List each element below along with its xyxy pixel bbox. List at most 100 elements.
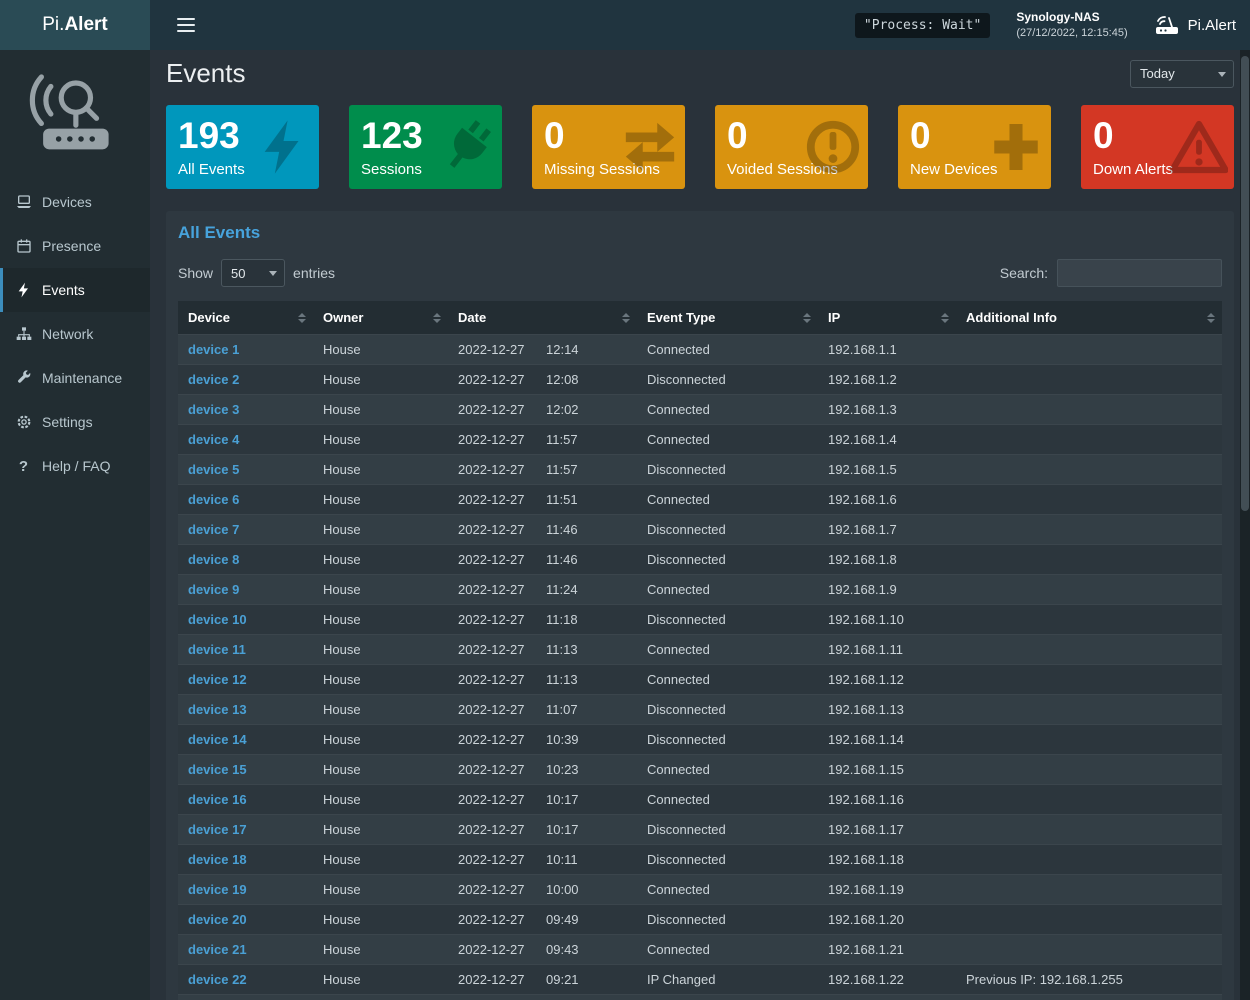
device-link[interactable]: device 12 <box>188 672 247 687</box>
search-input[interactable] <box>1057 259 1222 287</box>
column-header-owner[interactable]: Owner <box>313 301 448 335</box>
device-link[interactable]: device 15 <box>188 762 247 777</box>
owner-cell: House <box>313 364 448 395</box>
device-link[interactable]: device 2 <box>188 372 240 387</box>
card-label: Missing Sessions <box>544 161 660 178</box>
event-type-cell: Disconnected <box>637 364 818 395</box>
events-table-body: device 1 House 2022-12-27 12:14 Connected… <box>178 334 1222 1000</box>
additional-info-cell <box>956 844 1222 875</box>
device-link[interactable]: device 17 <box>188 822 247 837</box>
card-voided-sessions: 0 Voided Sessions <box>715 105 868 189</box>
event-type-cell: Disconnected <box>637 514 818 545</box>
card-label: New Devices <box>910 161 998 178</box>
column-header-event-type[interactable]: Event Type <box>637 301 818 335</box>
event-type-cell: Connected <box>637 784 818 815</box>
device-cell: device 1 <box>178 334 313 365</box>
device-cell: device 17 <box>178 814 313 845</box>
brand-logo[interactable]: Pi.Alert <box>0 0 150 50</box>
additional-info-cell <box>956 454 1222 485</box>
ip-cell: 192.168.1.14 <box>818 724 956 755</box>
app-indicator[interactable]: Pi.Alert <box>1154 14 1236 36</box>
column-header-ip[interactable]: IP <box>818 301 956 335</box>
period-selector[interactable]: Today <box>1130 59 1234 88</box>
device-link[interactable]: device 7 <box>188 522 240 537</box>
sidebar-item-presence[interactable]: Presence <box>0 224 150 268</box>
date-cell: 2022-12-27 12:02 <box>448 394 637 425</box>
device-link[interactable]: device 8 <box>188 552 240 567</box>
entries-label: entries <box>293 265 336 281</box>
device-link[interactable]: device 9 <box>188 582 240 597</box>
device-link[interactable]: device 18 <box>188 852 247 867</box>
device-link[interactable]: device 14 <box>188 732 247 747</box>
device-link[interactable]: device 5 <box>188 462 240 477</box>
page-scrollbar-thumb[interactable] <box>1241 56 1249 511</box>
sidebar-toggle-button[interactable] <box>164 0 208 50</box>
event-type-cell: Connected <box>637 934 818 965</box>
host-name: Synology-NAS <box>1016 10 1100 25</box>
device-link[interactable]: device 19 <box>188 882 247 897</box>
owner-cell: House <box>313 874 448 905</box>
page-scrollbar-track <box>1240 50 1250 1000</box>
device-link[interactable]: device 16 <box>188 792 247 807</box>
column-header-additional-info[interactable]: Additional Info <box>956 301 1222 335</box>
event-type-cell: Disconnected <box>637 454 818 485</box>
ip-cell: 192.168.1.4 <box>818 424 956 455</box>
device-link[interactable]: device 11 <box>188 642 246 657</box>
owner-cell: House <box>313 634 448 665</box>
sidebar-item-events[interactable]: Events <box>0 268 150 312</box>
sidebar-item-label: Devices <box>42 194 92 210</box>
device-link[interactable]: device 22 <box>188 972 247 987</box>
date-cell: 2022-12-27 10:17 <box>448 814 637 845</box>
app-name-label: Pi.Alert <box>1187 16 1236 34</box>
owner-cell: House <box>313 394 448 425</box>
device-link[interactable]: device 3 <box>188 402 240 417</box>
device-link[interactable]: device 20 <box>188 912 247 927</box>
sidebar-item-devices[interactable]: Devices <box>0 180 150 224</box>
sidebar-item-settings[interactable]: Settings <box>0 400 150 444</box>
device-cell: device 14 <box>178 724 313 755</box>
column-header-device[interactable]: Device <box>178 301 313 335</box>
table-row: device 11 House 2022-12-27 11:13 Connecte… <box>178 634 1222 665</box>
device-link[interactable]: device 10 <box>188 612 247 627</box>
sidebar-logo <box>0 50 150 172</box>
events-table: Device Owner Date Event Type <box>178 301 1222 1000</box>
device-cell: device 3 <box>178 394 313 425</box>
sidebar-item-maintenance[interactable]: Maintenance <box>0 356 150 400</box>
device-link[interactable]: device 1 <box>188 342 240 357</box>
ip-cell: 192.168.1.23 <box>818 994 956 1000</box>
event-type-cell: Connected <box>637 394 818 425</box>
device-link[interactable]: device 6 <box>188 492 240 507</box>
panel-title: All Events <box>178 223 261 242</box>
page-length-select[interactable]: 50 <box>221 259 286 287</box>
plug-icon <box>438 118 496 176</box>
additional-info-cell <box>956 814 1222 845</box>
sort-icon <box>298 312 306 323</box>
date-cell: 2022-12-27 10:23 <box>448 754 637 785</box>
device-link[interactable]: device 4 <box>188 432 240 447</box>
additional-info-cell <box>956 604 1222 635</box>
sidebar-item-help[interactable]: ? Help / FAQ <box>0 444 150 488</box>
device-cell: device 12 <box>178 664 313 695</box>
main-content: Events Today 193 All Events 123 Sessions… <box>150 0 1250 1000</box>
owner-cell: House <box>313 574 448 605</box>
device-link[interactable]: device 13 <box>188 702 247 717</box>
additional-info-cell <box>956 544 1222 575</box>
ip-cell: 192.168.1.6 <box>818 484 956 515</box>
ip-cell: 192.168.1.22 <box>818 964 956 995</box>
process-status-badge: "Process: Wait" <box>854 12 991 38</box>
owner-cell: House <box>313 784 448 815</box>
additional-info-cell <box>956 664 1222 695</box>
card-label: All Events <box>178 161 245 178</box>
column-header-date[interactable]: Date <box>448 301 637 335</box>
table-row: device 8 House 2022-12-27 11:46 Disconnec… <box>178 544 1222 575</box>
table-row: device 14 House 2022-12-27 10:39 Disconne… <box>178 724 1222 755</box>
device-link[interactable]: device 21 <box>188 942 247 957</box>
sidebar-item-network[interactable]: Network <box>0 312 150 356</box>
event-type-cell: Disconnected <box>637 544 818 575</box>
device-cell: device 19 <box>178 874 313 905</box>
ip-cell: 192.168.1.13 <box>818 694 956 725</box>
owner-cell: House <box>313 664 448 695</box>
additional-info-cell <box>956 364 1222 395</box>
host-timestamp: (27/12/2022, 12:15:45) <box>1016 26 1128 39</box>
sort-icon <box>803 312 811 323</box>
